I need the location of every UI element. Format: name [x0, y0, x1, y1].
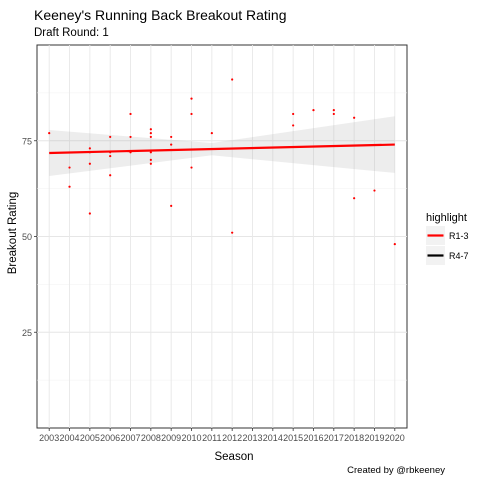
- x-tick-label: 2017: [324, 433, 344, 443]
- data-point: [109, 135, 112, 139]
- data-point: [210, 131, 213, 135]
- data-point: [231, 78, 234, 81]
- x-axis: 2003 2004 2005 2006 2007 2008 2009 2010 2011 2012…: [39, 428, 405, 443]
- legend: highlight R1-3 R4-7: [426, 212, 469, 265]
- x-axis-title: Season: [214, 451, 253, 463]
- data-point: [190, 97, 193, 100]
- y-axis-title: Breakout Rating: [7, 192, 19, 274]
- points-layer: [48, 78, 396, 246]
- data-point: [109, 154, 112, 158]
- data-point: [231, 231, 234, 234]
- data-point: [393, 243, 396, 246]
- y-tick-label: 50: [22, 232, 32, 242]
- chart-subtitle: Draft Round: 1: [34, 27, 109, 39]
- x-tick-label: 2008: [141, 433, 161, 443]
- data-point: [129, 135, 132, 139]
- data-point: [88, 147, 91, 150]
- chart-caption: Created by @rbkeeney: [347, 465, 445, 476]
- x-tick-label: 2013: [242, 433, 262, 443]
- x-tick-label: 2015: [283, 433, 303, 443]
- data-point: [353, 197, 356, 200]
- data-point: [170, 143, 173, 146]
- x-tick-label: 2016: [303, 433, 323, 443]
- data-point: [149, 135, 152, 139]
- data-point: [332, 112, 335, 116]
- data-point: [149, 158, 152, 161]
- trend-line-layer: [49, 143, 395, 155]
- x-tick-label: 2012: [222, 433, 242, 443]
- data-point: [149, 128, 152, 131]
- data-point: [292, 124, 295, 127]
- data-point: [149, 151, 152, 154]
- data-point: [68, 185, 71, 188]
- x-tick-label: 2006: [100, 433, 120, 443]
- y-tick-label: 75: [22, 136, 32, 146]
- data-point: [88, 212, 91, 215]
- confidence-band-layer: [49, 116, 395, 176]
- x-tick-label: 2010: [181, 433, 201, 443]
- x-tick-label: 2004: [60, 433, 80, 443]
- x-tick-label: 2011: [202, 433, 221, 443]
- data-point: [292, 112, 295, 116]
- data-point: [109, 174, 112, 177]
- data-point: [149, 131, 152, 135]
- data-point: [190, 166, 193, 169]
- data-point: [170, 135, 173, 139]
- y-axis: 25 50 75: [22, 136, 37, 338]
- x-tick-label: 2007: [121, 433, 141, 443]
- x-tick-label: 2014: [263, 433, 283, 443]
- data-point: [332, 109, 335, 112]
- x-tick-label: 2020: [385, 433, 405, 443]
- data-point: [312, 109, 315, 112]
- data-point: [170, 204, 173, 207]
- legend-label: R4-7: [449, 251, 469, 261]
- data-point: [88, 162, 91, 165]
- legend-title: highlight: [426, 212, 467, 224]
- grid-lines: [37, 45, 407, 428]
- x-tick-label: 2005: [80, 433, 100, 443]
- data-point: [353, 116, 356, 119]
- x-tick-label: 2009: [161, 433, 181, 443]
- data-point: [129, 112, 132, 116]
- x-tick-label: 2019: [364, 433, 384, 443]
- data-point: [68, 166, 71, 169]
- chart-title: Keeney's Running Back Breakout Rating: [34, 7, 287, 23]
- y-tick-label: 25: [22, 328, 32, 338]
- confidence-band: [49, 116, 395, 176]
- data-point: [149, 162, 152, 165]
- x-tick-label: 2018: [344, 433, 364, 443]
- data-point: [48, 131, 51, 135]
- x-tick-label: 2003: [39, 433, 59, 443]
- trend-line: [49, 143, 395, 155]
- data-point: [373, 189, 376, 192]
- data-point: [190, 112, 193, 116]
- legend-label: R1-3: [449, 231, 469, 241]
